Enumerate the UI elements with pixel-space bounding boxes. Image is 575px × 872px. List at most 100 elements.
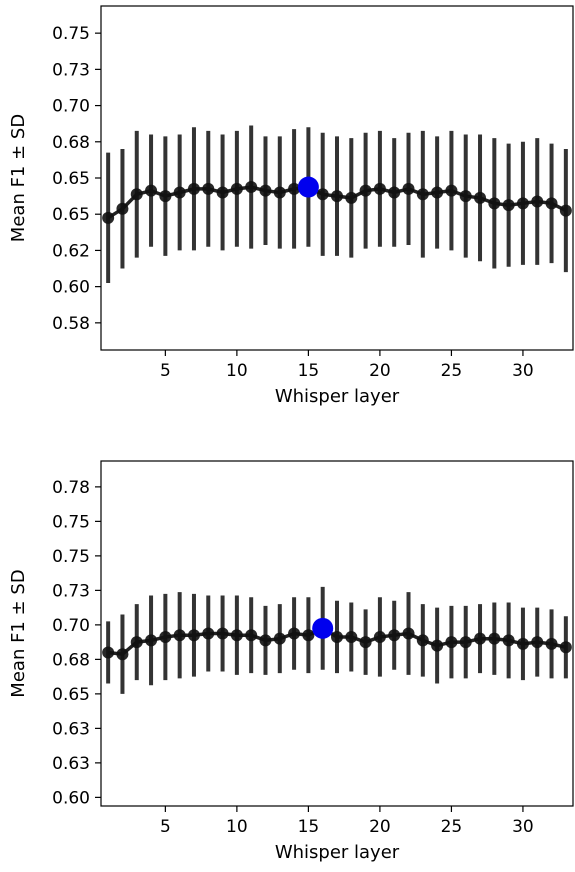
y-tick-label: 0.68 [52, 650, 90, 670]
y-tick-label: 0.60 [52, 788, 90, 808]
data-point [359, 636, 372, 649]
data-point [145, 184, 158, 197]
x-tick-label: 25 [441, 817, 463, 837]
data-point [230, 182, 243, 195]
x-axis-label: Whisper layer [275, 842, 400, 863]
data-point [102, 211, 115, 224]
data-point [373, 182, 386, 195]
data-point [245, 181, 258, 194]
y-tick-label: 0.63 [52, 719, 90, 739]
x-tick-label: 5 [160, 817, 171, 837]
data-point [130, 188, 143, 201]
y-tick-label: 0.70 [52, 616, 90, 636]
data-point [288, 182, 301, 195]
data-point [516, 197, 529, 210]
data-point [159, 190, 172, 203]
data-point [402, 627, 415, 640]
data-point [145, 634, 158, 647]
data-point [331, 190, 343, 203]
data-point [345, 630, 358, 643]
data-point [173, 186, 186, 199]
y-tick-label: 0.68 [52, 133, 90, 153]
data-point [559, 204, 572, 217]
y-tick-label: 0.78 [52, 478, 90, 498]
y-tick-label: 0.65 [52, 685, 90, 705]
data-point [431, 186, 444, 199]
data-point [273, 186, 286, 199]
x-tick-label: 15 [298, 817, 320, 837]
data-point [202, 182, 215, 195]
data-point [474, 191, 487, 204]
x-tick-label: 15 [298, 361, 320, 381]
best-layer-point [312, 617, 334, 639]
y-tick-label: 0.63 [52, 754, 90, 774]
data-point [302, 629, 315, 642]
x-tick-label: 30 [512, 817, 534, 837]
data-point [545, 637, 558, 650]
y-tick-label: 0.75 [52, 512, 90, 532]
data-point [373, 630, 386, 643]
data-point [431, 639, 444, 652]
y-tick-label: 0.65 [52, 169, 90, 189]
data-point [259, 634, 272, 647]
y-tick-label: 0.65 [52, 205, 90, 225]
data-point [502, 199, 515, 212]
y-tick-label: 0.73 [52, 581, 90, 601]
data-point [445, 184, 458, 197]
y-axis-label: Mean F1 ± SD [8, 569, 29, 697]
y-tick-label: 0.73 [52, 60, 90, 80]
data-point [345, 191, 358, 204]
data-point [187, 182, 200, 195]
y-axis-label: Mean F1 ± SD [8, 114, 29, 242]
data-point [459, 190, 472, 203]
data-point [402, 182, 415, 195]
data-point [173, 629, 186, 642]
data-point [316, 188, 329, 201]
data-point [459, 636, 472, 649]
data-point [416, 634, 429, 647]
chart-top: 0.58 0.60 0.62 0.65 0.65 0.68 0.70 0.73 0.75 5 10 1… [8, 5, 574, 407]
data-point [116, 202, 129, 215]
y-tick-label: 0.60 [52, 278, 90, 298]
data-point [388, 629, 401, 642]
x-axis-label: Whisper layer [275, 386, 400, 407]
data-point [245, 629, 258, 642]
plot-frame [100, 5, 574, 351]
data-point [531, 195, 544, 208]
data-point [116, 648, 129, 661]
data-point [259, 184, 272, 197]
y-tick-label: 0.62 [52, 241, 90, 261]
data-point [359, 184, 372, 197]
x-tick-label: 10 [226, 817, 248, 837]
data-point [202, 627, 215, 640]
data-point [416, 188, 429, 201]
data-point [559, 641, 572, 654]
data-point [331, 630, 343, 643]
data-point [102, 646, 115, 659]
x-tick-label: 25 [441, 361, 463, 381]
data-point [502, 634, 515, 647]
x-tick-label: 20 [369, 361, 391, 381]
data-point [187, 629, 200, 642]
data-point [531, 636, 544, 649]
data-point [545, 197, 558, 210]
data-point [488, 197, 501, 210]
y-tick-label: 0.75 [52, 547, 90, 567]
data-point [159, 630, 172, 643]
x-tick-label: 10 [226, 361, 248, 381]
data-point [216, 627, 229, 640]
data-point [516, 637, 529, 650]
x-tick-label: 5 [160, 361, 171, 381]
data-point [445, 636, 458, 649]
plot-frame [100, 460, 574, 807]
best-layer-point [297, 176, 319, 198]
data-point [474, 632, 487, 645]
data-point [216, 186, 229, 199]
data-point [288, 627, 301, 640]
x-tick-label: 30 [512, 361, 534, 381]
y-tick-label: 0.58 [52, 314, 90, 334]
data-point [273, 632, 286, 645]
x-tick-label: 20 [369, 817, 391, 837]
data-point [130, 636, 143, 649]
